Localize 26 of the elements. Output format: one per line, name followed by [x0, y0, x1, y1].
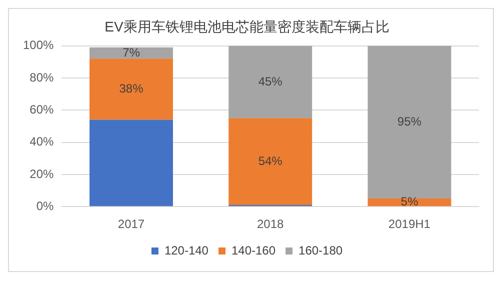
y-tick-label: 40%: [30, 134, 54, 149]
legend-label: 140-160: [231, 243, 276, 258]
data-label: 45%: [258, 74, 283, 88]
bar: [368, 198, 452, 206]
x-tick-label: 2019H1: [388, 217, 431, 232]
bar: [228, 118, 312, 205]
y-tick-label: 60%: [30, 102, 54, 116]
bar: [368, 46, 452, 199]
bar: [90, 58, 173, 120]
x-tick-label: 2017: [118, 217, 145, 232]
legend-label: 160-180: [298, 243, 343, 258]
y-tick-label: 0%: [36, 198, 54, 213]
bar: [90, 120, 173, 206]
data-label: 5%: [400, 194, 418, 209]
bar: [90, 47, 173, 59]
data-label: 38%: [119, 82, 144, 96]
legend-label: 120-140: [164, 243, 209, 258]
data-label: 95%: [397, 114, 422, 128]
bar: [228, 46, 312, 118]
y-tick-label: 80%: [30, 70, 54, 84]
data-label: 54%: [258, 154, 283, 168]
data-label: 7%: [122, 45, 140, 60]
y-tick-label: 20%: [30, 166, 54, 181]
chart-title: EV乘用车铁锂电池电芯能量密度装配车辆占比: [104, 18, 390, 34]
y-tick-label: 100%: [22, 38, 54, 52]
x-tick-label: 2018: [256, 217, 284, 232]
